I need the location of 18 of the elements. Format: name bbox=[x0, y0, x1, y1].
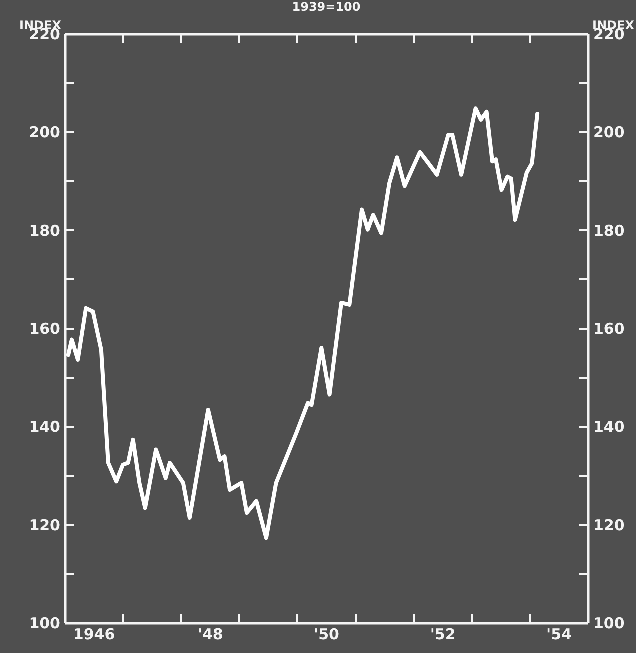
y-tick-label: 100 bbox=[29, 614, 60, 632]
x-tick-label: '52 bbox=[430, 626, 456, 644]
y-tick-label: 180 bbox=[29, 222, 60, 240]
x-tick-label: '50 bbox=[314, 626, 340, 644]
y2-tick-label: 160 bbox=[594, 320, 625, 338]
y-tick-label: 160 bbox=[29, 320, 60, 338]
y2-tick-label: 120 bbox=[594, 516, 625, 534]
x-tick-label: 1946 bbox=[73, 626, 116, 644]
y2-tick-label: 140 bbox=[594, 418, 625, 436]
y-tick-label: 120 bbox=[29, 516, 60, 534]
x-tick-label: '48 bbox=[198, 626, 224, 644]
y-tick-label: 140 bbox=[29, 418, 60, 436]
y2-tick-label: 200 bbox=[594, 124, 625, 142]
y-tick-label: 200 bbox=[29, 124, 60, 142]
y2-tick-label: 180 bbox=[594, 222, 625, 240]
y2-tick-label: 100 bbox=[594, 614, 625, 632]
chart-title: 1939=100 bbox=[292, 0, 361, 14]
x-tick-label: '54 bbox=[546, 626, 572, 644]
